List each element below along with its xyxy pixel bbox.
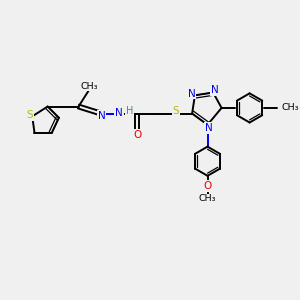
- Text: H: H: [126, 106, 133, 116]
- Text: N: N: [98, 111, 105, 121]
- Text: N: N: [188, 88, 195, 99]
- Text: N: N: [115, 108, 123, 118]
- Text: CH₃: CH₃: [199, 194, 216, 203]
- Text: N: N: [205, 123, 212, 133]
- Text: S: S: [173, 106, 179, 116]
- Text: N: N: [211, 85, 218, 95]
- Text: O: O: [203, 181, 212, 191]
- Text: S: S: [27, 110, 33, 120]
- Text: O: O: [133, 130, 142, 140]
- Text: CH₃: CH₃: [81, 82, 98, 91]
- Text: CH₃: CH₃: [282, 103, 299, 112]
